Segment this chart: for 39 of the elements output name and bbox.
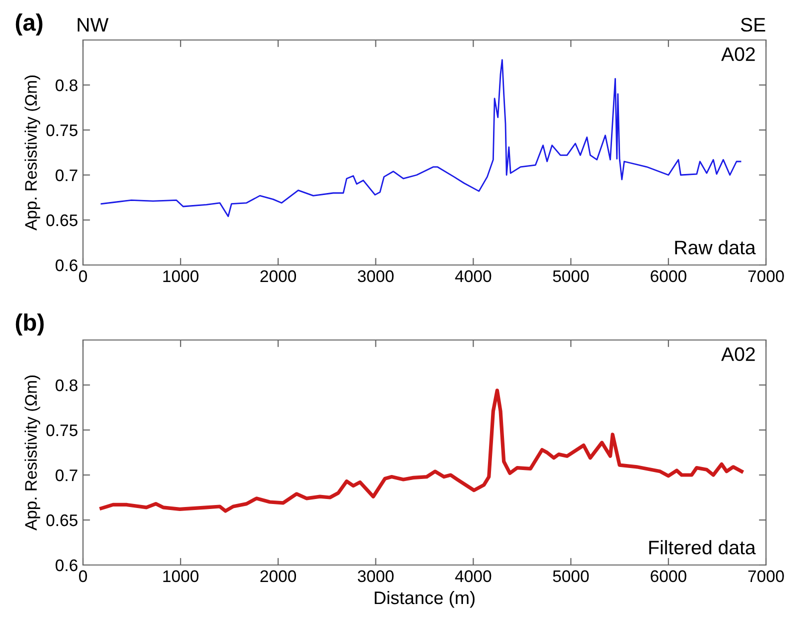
text: (b) <box>16 313 44 336</box>
x-tick-label: 0 <box>79 570 87 582</box>
x-tick-label: 6000 <box>650 570 686 582</box>
y-tick-label: 0.6 <box>56 259 78 272</box>
annotation: A02 <box>721 47 755 62</box>
x-tick-label: 1000 <box>163 270 198 282</box>
x-tick-label: 3000 <box>358 570 394 582</box>
x-tick-label: 7000 <box>748 570 784 582</box>
x-tick-label: 5000 <box>552 270 589 282</box>
annotation: A02 <box>721 347 755 362</box>
y-tick-label: 0.75 <box>46 124 78 136</box>
text: SE <box>740 18 766 32</box>
text: (a) <box>16 13 42 36</box>
y-axis-title: App. Resistivity (Ωm) <box>24 76 40 230</box>
y-tick-label: 0.65 <box>46 214 78 226</box>
y-tick-label: 0.8 <box>56 379 78 392</box>
y-tick-label: 0.6 <box>56 559 78 572</box>
x-tick-label: 1000 <box>163 570 198 582</box>
y-tick-label: 0.75 <box>46 424 78 436</box>
y-tick-label: 0.7 <box>56 469 78 482</box>
x-tick-label: 2000 <box>260 270 296 282</box>
x-tick-label: 2000 <box>260 570 296 582</box>
y-tick-label: 0.8 <box>56 79 78 92</box>
x-tick-label: 3000 <box>358 270 394 282</box>
x-tick-label: 7000 <box>748 270 784 282</box>
y-tick-label: 0.65 <box>46 514 78 526</box>
x-tick-label: 4000 <box>455 270 492 282</box>
x-tick-label: 5000 <box>552 570 589 582</box>
y-axis-title: App. Resistivity (Ωm) <box>24 376 40 530</box>
annotation: Raw data <box>675 240 756 254</box>
line-series <box>100 59 742 218</box>
y-tick-label: 0.7 <box>56 169 78 182</box>
x-tick-label: 4000 <box>455 570 492 582</box>
x-tick-label: 0 <box>79 270 87 282</box>
annotation: Filtered data <box>649 540 756 554</box>
x-tick-label: 6000 <box>650 270 686 282</box>
line-series <box>100 388 744 513</box>
text: NW <box>78 18 108 32</box>
x-axis-title: Distance (m) <box>374 590 475 608</box>
